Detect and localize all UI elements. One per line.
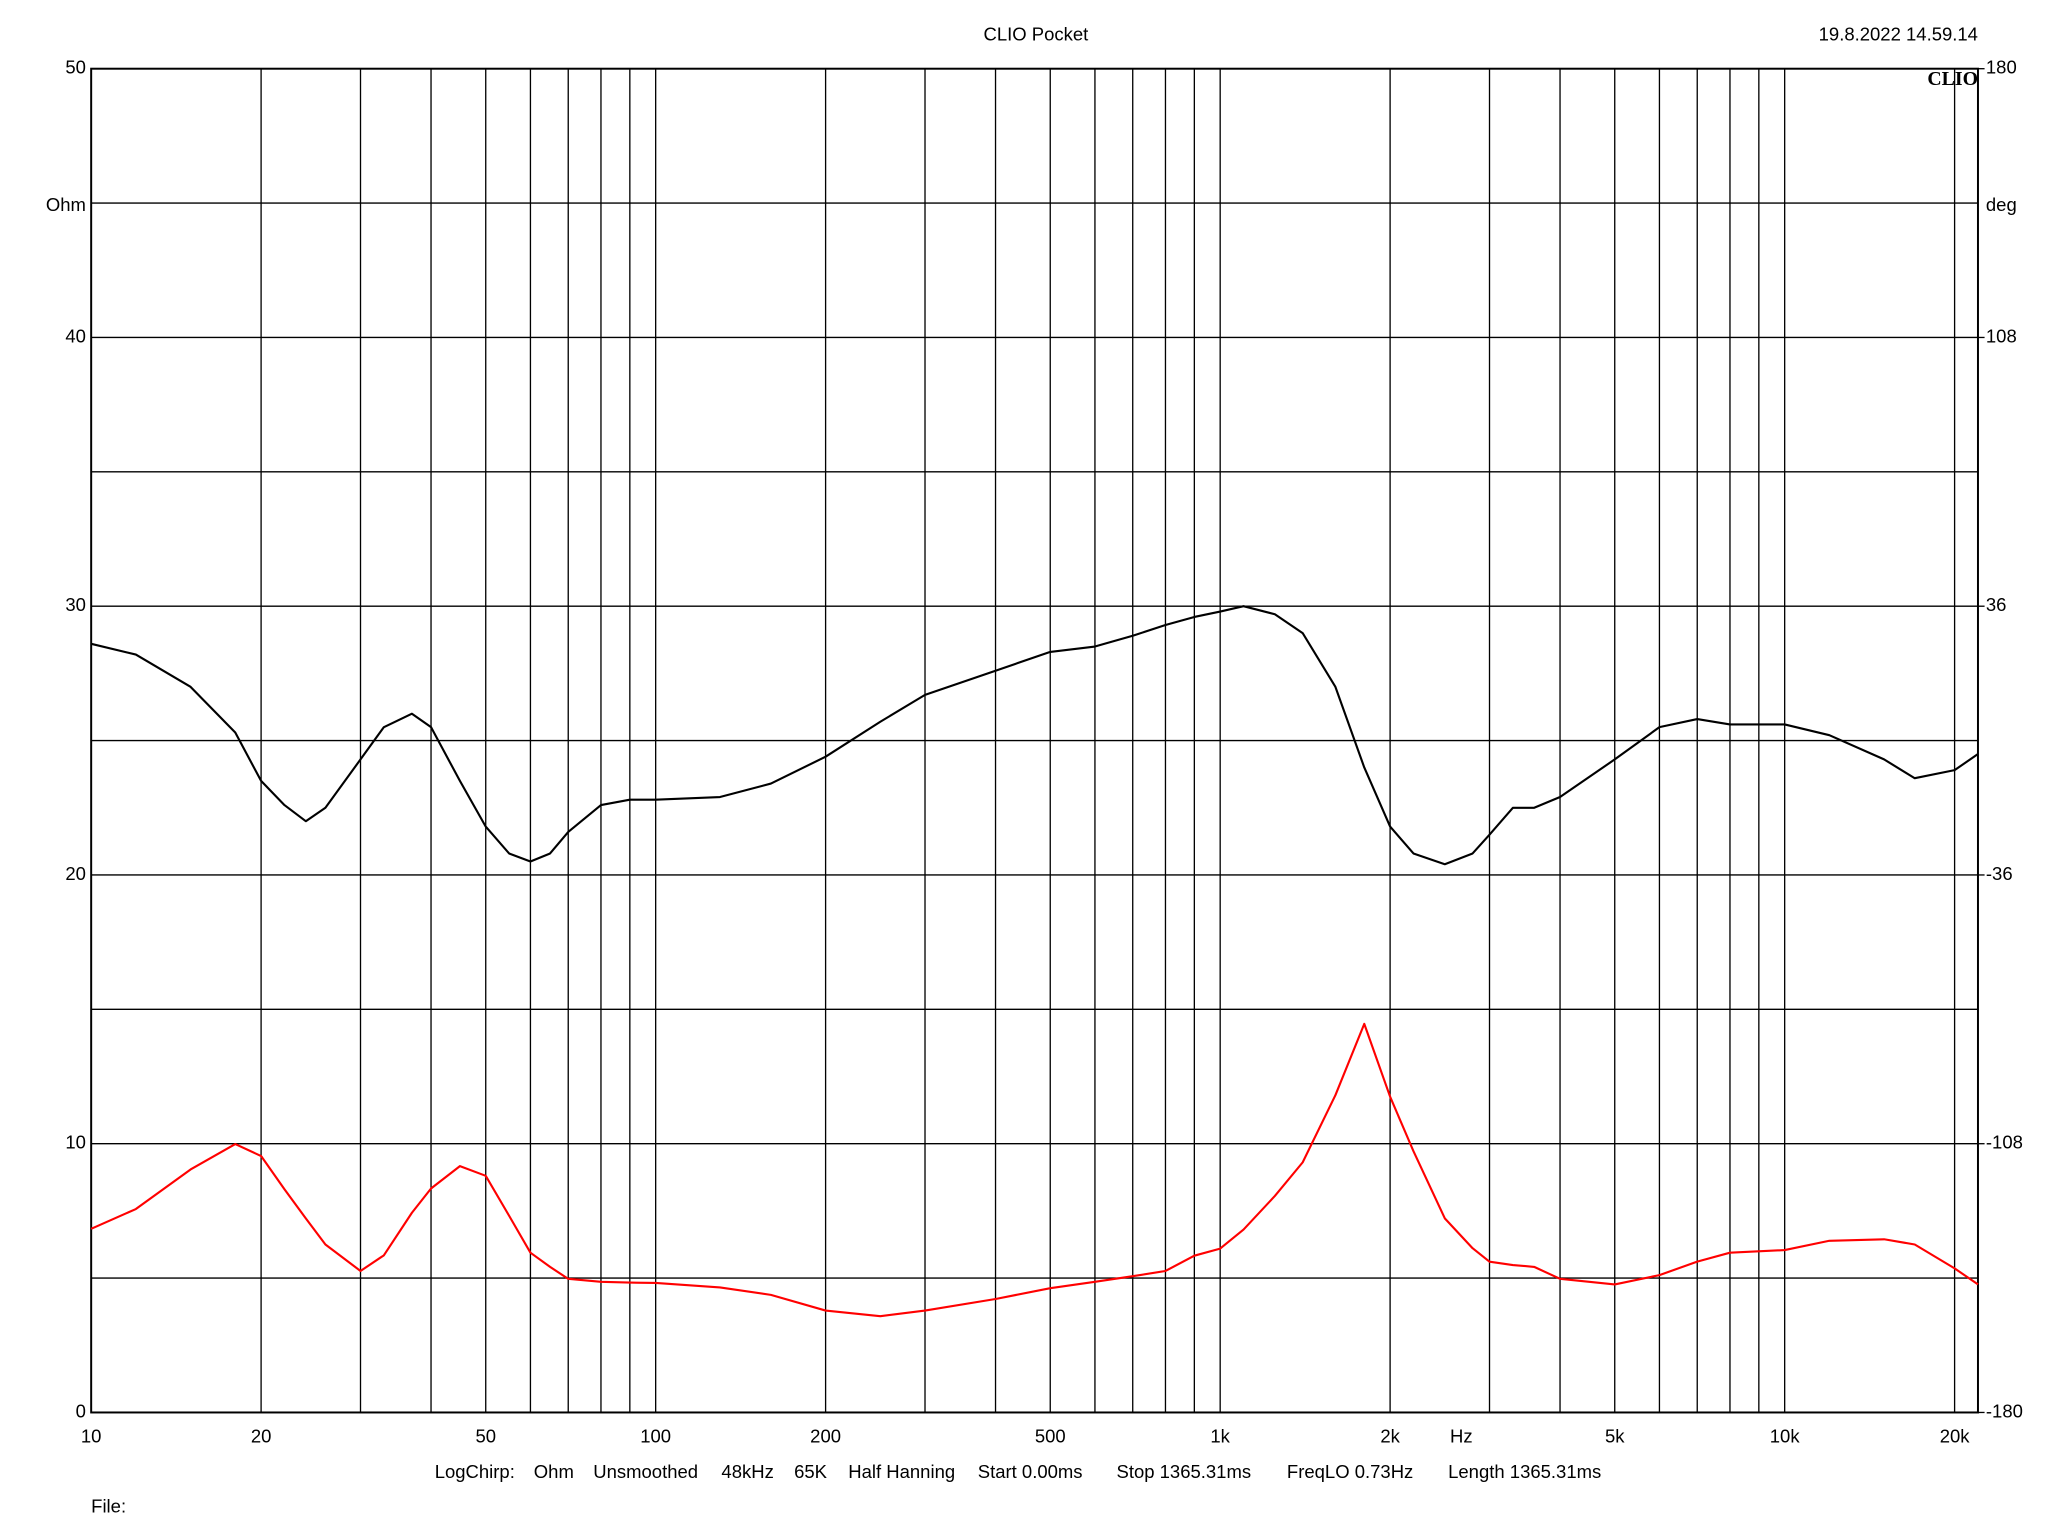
plot-frame: [90, 67, 1979, 1414]
x-axis-label: Hz: [1450, 1425, 1473, 1446]
footer-item: Ohm: [534, 1461, 574, 1482]
x-tick-label: 1k: [1210, 1425, 1230, 1446]
file-label: File:: [91, 1495, 126, 1516]
footer-item: Half Hanning: [848, 1461, 955, 1482]
x-tick-label: 500: [1035, 1425, 1066, 1446]
x-tick-label: 20: [251, 1425, 272, 1446]
y2-tick-label: 36: [1986, 594, 2007, 615]
x-tick-label: 5k: [1605, 1425, 1625, 1446]
y2-tick-label: 108: [1986, 325, 2017, 346]
logo: CLIO: [1927, 68, 1978, 90]
footer-item: FreqLO 0.73Hz: [1287, 1461, 1413, 1482]
footer-item: 48kHz: [721, 1461, 773, 1482]
footer-item: Length 1365.31ms: [1448, 1461, 1601, 1482]
series-line: [90, 1022, 1979, 1318]
y2-axis-label: deg: [1986, 194, 2017, 215]
series-line: [90, 605, 1979, 866]
y-tick-label: 10: [65, 1132, 86, 1153]
y2-tick-label: -108: [1986, 1132, 2023, 1153]
timestamp: 19.8.2022 14.59.14: [1819, 24, 1978, 45]
x-tick-label: 50: [475, 1425, 496, 1446]
footer-item: 65K: [794, 1461, 828, 1482]
x-tick-label: 10k: [1770, 1425, 1801, 1446]
x-tick-label: 10: [81, 1425, 102, 1446]
y2-tick-label: 180: [1986, 57, 2017, 78]
footer-item: Unsmoothed: [593, 1461, 698, 1482]
y2-tick-label: -36: [1986, 863, 2013, 884]
x-tick-label: 200: [810, 1425, 841, 1446]
y-axis-label: Ohm: [46, 194, 86, 215]
y2-tick-label: -180: [1986, 1400, 2023, 1421]
chart-title: CLIO Pocket: [983, 24, 1088, 45]
y-tick-label: 40: [65, 325, 86, 346]
x-tick-label: 20k: [1940, 1425, 1971, 1446]
footer-item: Stop 1365.31ms: [1116, 1461, 1251, 1482]
y-tick-label: 20: [65, 863, 86, 884]
footer-item: Start 0.00ms: [978, 1461, 1083, 1482]
x-tick-label: 100: [640, 1425, 671, 1446]
y-tick-label: 0: [76, 1400, 86, 1421]
y-tick-label: 30: [65, 594, 86, 615]
x-tick-label: 2k: [1380, 1425, 1400, 1446]
footer-item: LogChirp:: [435, 1461, 515, 1482]
y-tick-label: 50: [65, 57, 86, 78]
